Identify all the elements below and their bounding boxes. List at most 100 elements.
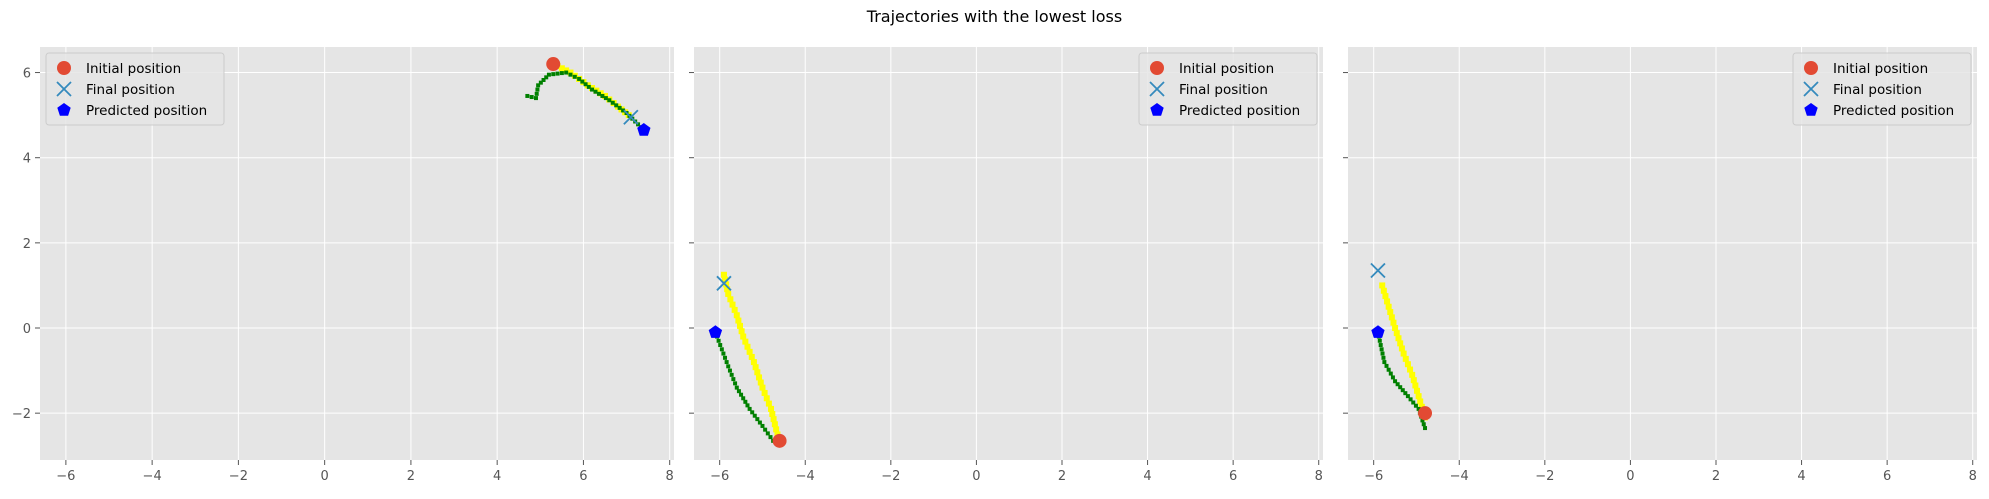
x-tick-label: −2: [1535, 469, 1554, 484]
predicted-trajectory-point: [568, 72, 573, 77]
final-position-marker: [1370, 262, 1386, 279]
predicted-trajectory-point: [1378, 343, 1383, 348]
predicted-trajectory-point: [721, 351, 726, 356]
x-tick-label: −4: [143, 469, 162, 484]
predicted-trajectory-point: [538, 80, 543, 85]
x-tick-label: 0: [321, 469, 329, 484]
predicted-trajectory-point: [536, 83, 541, 88]
predicted-trajectory-point: [617, 105, 622, 110]
x-tick-label: 4: [1143, 469, 1151, 484]
predicted-trajectory-point: [1421, 422, 1426, 427]
predicted-trajectory-point: [734, 385, 739, 390]
true-trajectory-point: [1390, 319, 1397, 326]
x-tick-label: 0: [1626, 469, 1634, 484]
x-tick-label: −4: [1450, 469, 1469, 484]
predicted-trajectory-point: [1400, 388, 1405, 393]
legend-final-label: Final position: [86, 82, 175, 98]
subplot-3: −6 −4 −2 0 2 4 6 8 Initial position Final positio…: [1343, 47, 1977, 484]
true-trajectory-point: [748, 353, 755, 360]
predicted-trajectory-point: [757, 420, 762, 425]
legend: Initial position Final position Predicted …: [1792, 52, 1972, 126]
true-trajectory-point: [742, 338, 749, 345]
true-trajectory-point: [773, 426, 780, 433]
predicted-trajectory-point: [1403, 391, 1408, 396]
y-tick-label: 0: [23, 322, 31, 337]
true-trajectory-point: [601, 92, 608, 99]
predicted-trajectory-point: [551, 72, 556, 77]
predicted-trajectory-point: [736, 389, 741, 394]
predicted-trajectory-point: [529, 95, 534, 100]
predicted-trajectory-point: [1416, 406, 1421, 411]
predicted-trajectory-point: [724, 360, 729, 365]
predicted-trajectory-point: [1405, 394, 1410, 399]
true-trajectory-point: [1413, 387, 1420, 394]
true-trajectory-point: [1415, 393, 1422, 400]
predicted-trajectory-point: [577, 76, 582, 81]
x-tick-label: −6: [56, 469, 75, 484]
x-tick-label: 6: [579, 469, 587, 484]
predicted-trajectory-point: [726, 364, 731, 369]
legend-predicted-marker: [1150, 103, 1164, 116]
true-trajectory-point: [735, 317, 742, 324]
true-trajectory-point: [1388, 314, 1395, 321]
true-trajectory-point: [736, 322, 743, 329]
true-trajectory-point: [727, 296, 734, 303]
predicted-trajectory-point: [1408, 397, 1413, 402]
x-tick-label: 4: [1797, 469, 1805, 484]
legend-box: [1138, 52, 1318, 126]
true-trajectory-point: [1418, 403, 1425, 410]
legend: Initial position Final position Predicted …: [45, 52, 225, 126]
y-tick-label: 2: [23, 237, 31, 252]
true-trajectory-point: [1404, 361, 1411, 368]
predicted-trajectory-point: [1413, 403, 1418, 408]
legend-final-marker: [1149, 81, 1165, 97]
legend-predicted-marker: [57, 103, 71, 116]
initial-position-marker: [1418, 406, 1433, 421]
predicted-trajectory-point: [1382, 360, 1387, 365]
predicted-trajectory-point: [534, 91, 539, 96]
predicted-trajectory-point: [731, 377, 736, 382]
predicted-trajectory-point: [1423, 426, 1428, 431]
predicted-trajectory-point: [1384, 363, 1389, 368]
x-tick-label: −4: [796, 469, 815, 484]
true-trajectory-point: [731, 306, 738, 313]
predicted-trajectory-point: [559, 71, 564, 76]
x-tick-label: −6: [710, 469, 729, 484]
legend-final-marker: [1803, 81, 1819, 97]
predicted-trajectory-point: [603, 96, 608, 101]
predicted-trajectory-point: [716, 338, 721, 343]
initial-position-marker: [772, 433, 787, 448]
true-trajectory-point: [729, 301, 736, 308]
true-trajectory-point: [1393, 330, 1400, 337]
true-trajectory-point: [1398, 345, 1405, 352]
legend-initial-label: Initial position: [86, 61, 181, 77]
legend-predicted-label: Predicted position: [86, 103, 207, 119]
true-trajectory-point: [1400, 350, 1407, 357]
true-trajectory-point: [722, 276, 729, 283]
true-trajectory-point: [1392, 325, 1399, 332]
subplot-2: −6 −4 −2 0 2 4 6 8 Initial position Final positio…: [689, 47, 1323, 484]
true-trajectory-point: [1412, 382, 1419, 389]
legend-predicted-marker: [1804, 103, 1818, 116]
predicted-trajectory-point: [593, 89, 598, 94]
predicted-trajectory-point: [1380, 351, 1385, 356]
x-tick-label: 0: [972, 469, 980, 484]
predicted-trajectory-point: [1388, 371, 1393, 376]
predicted-trajectory-point: [590, 87, 595, 92]
true-trajectory-point: [770, 416, 777, 423]
true-trajectory-point: [1382, 293, 1389, 300]
final-position-marker: [623, 109, 639, 125]
predicted-trajectory-point: [747, 406, 752, 411]
true-trajectory-point: [744, 343, 751, 350]
legend-final-label: Final position: [1833, 82, 1922, 98]
true-trajectory-point: [1395, 335, 1402, 342]
predicted-trajectory-point: [729, 372, 734, 377]
predicted-trajectory-point: [555, 71, 560, 76]
predicted-trajectory-point: [733, 381, 738, 386]
true-trajectory-point: [563, 67, 570, 74]
true-trajectory-point: [733, 312, 740, 319]
predicted-trajectory-point: [607, 98, 612, 103]
true-trajectory-point: [752, 364, 759, 371]
predicted-trajectory-point: [768, 435, 773, 440]
